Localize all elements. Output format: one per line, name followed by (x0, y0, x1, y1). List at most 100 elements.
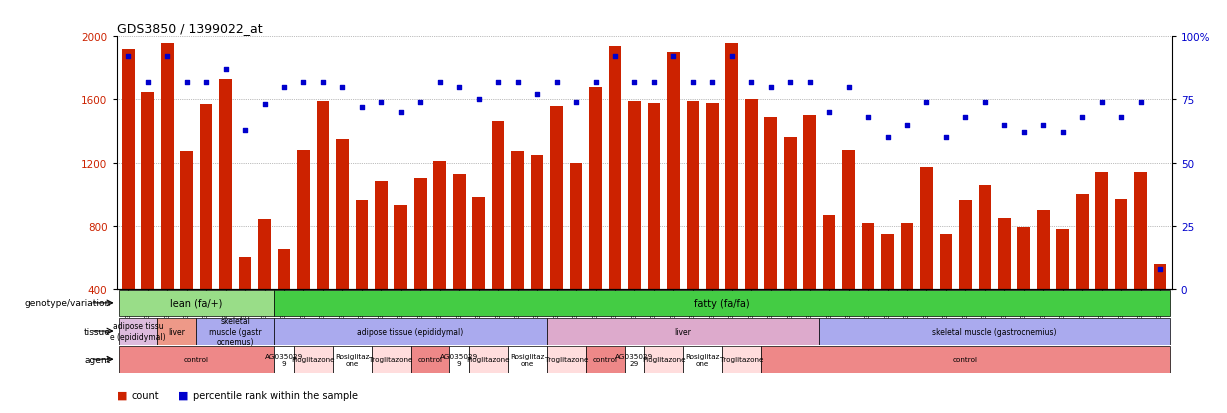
Bar (901, 223, 913, 352)
FancyBboxPatch shape (547, 318, 820, 345)
Text: AG035029
9: AG035029 9 (265, 353, 303, 366)
Bar (804, 116, 816, 352)
Text: Rosiglitaz
one: Rosiglitaz one (335, 353, 369, 366)
FancyBboxPatch shape (644, 346, 683, 373)
Point (780, 79, 800, 86)
Bar (960, 201, 972, 352)
Point (313, 79, 333, 86)
Point (644, 79, 664, 86)
Bar (628, 102, 640, 352)
Bar (453, 174, 465, 352)
Point (196, 79, 216, 86)
Text: Troglitazone: Troglitazone (545, 356, 588, 362)
FancyBboxPatch shape (585, 346, 625, 373)
FancyBboxPatch shape (411, 346, 449, 373)
Bar (317, 102, 329, 352)
FancyBboxPatch shape (547, 346, 585, 373)
FancyBboxPatch shape (469, 346, 508, 373)
Point (1072, 114, 1092, 121)
Text: skeletal
muscle (gastr
ocnemus): skeletal muscle (gastr ocnemus) (209, 316, 261, 346)
Bar (589, 88, 601, 352)
Text: Rosiglitaz
one: Rosiglitaz one (686, 353, 720, 366)
Text: control: control (593, 356, 617, 362)
Point (372, 100, 391, 106)
Bar (550, 107, 563, 352)
FancyBboxPatch shape (761, 346, 1169, 373)
Bar (998, 218, 1011, 352)
Bar (940, 234, 952, 352)
FancyBboxPatch shape (119, 290, 275, 316)
Point (236, 127, 255, 134)
Text: control: control (184, 356, 209, 362)
Text: tissue: tissue (83, 327, 110, 336)
Bar (881, 234, 893, 352)
Bar (220, 80, 232, 352)
Text: agent: agent (85, 355, 110, 364)
Point (411, 100, 431, 106)
Bar (180, 152, 193, 352)
Point (877, 135, 897, 141)
Text: Rosiglitaz
one: Rosiglitaz one (510, 353, 545, 366)
Point (605, 54, 625, 61)
FancyBboxPatch shape (119, 318, 157, 345)
Text: ■: ■ (117, 390, 128, 400)
Bar (356, 201, 368, 352)
FancyBboxPatch shape (275, 290, 1169, 316)
Text: ■: ■ (178, 390, 189, 400)
Text: fatty (fa/fa): fatty (fa/fa) (694, 298, 750, 308)
Text: genotype/variation: genotype/variation (25, 299, 110, 308)
Point (858, 114, 877, 121)
Point (547, 79, 567, 86)
Bar (1056, 229, 1069, 352)
Bar (648, 103, 660, 352)
Point (1033, 122, 1053, 128)
Bar (1096, 173, 1108, 352)
Bar (979, 185, 991, 352)
Bar (492, 122, 504, 352)
Text: adipose tissue (epididymal): adipose tissue (epididymal) (357, 327, 464, 336)
Bar (842, 150, 855, 352)
FancyBboxPatch shape (508, 346, 547, 373)
Point (1150, 266, 1169, 272)
Point (956, 114, 975, 121)
Point (391, 109, 411, 116)
FancyBboxPatch shape (275, 346, 293, 373)
FancyBboxPatch shape (293, 346, 333, 373)
Point (177, 79, 196, 86)
Bar (1076, 195, 1088, 352)
Point (293, 79, 313, 86)
Point (157, 54, 177, 61)
Point (585, 79, 605, 86)
Point (508, 79, 528, 86)
Bar (1115, 199, 1128, 352)
Bar (395, 206, 407, 352)
Bar (1153, 264, 1167, 352)
Text: Pioglitazone: Pioglitazone (642, 356, 686, 362)
Point (1131, 100, 1151, 106)
Bar (745, 100, 757, 352)
Bar (239, 258, 252, 352)
Point (333, 84, 352, 91)
Point (839, 84, 859, 91)
Text: lean (fa/+): lean (fa/+) (171, 298, 222, 308)
Text: control: control (417, 356, 443, 362)
Bar (200, 105, 212, 352)
Bar (1134, 173, 1147, 352)
Point (1053, 130, 1072, 136)
Point (352, 104, 372, 111)
Bar (784, 138, 796, 352)
Bar (258, 220, 271, 352)
Point (255, 102, 275, 109)
Bar (764, 117, 777, 352)
Point (683, 79, 703, 86)
FancyBboxPatch shape (721, 346, 761, 373)
Bar (861, 223, 875, 352)
Bar (336, 140, 348, 352)
Bar (823, 215, 836, 352)
Text: AG035029
29: AG035029 29 (615, 353, 654, 366)
Text: GDS3850 / 1399022_at: GDS3850 / 1399022_at (117, 21, 263, 35)
Bar (609, 47, 621, 352)
Bar (375, 182, 388, 352)
Point (528, 92, 547, 98)
Bar (667, 53, 680, 352)
